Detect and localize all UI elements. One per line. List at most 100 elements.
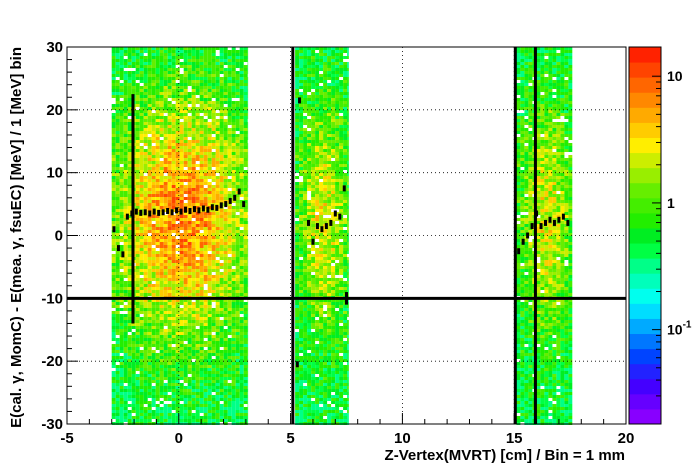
heatmap-cell (235, 155, 240, 158)
heatmap-cell (295, 152, 300, 155)
heatmap-cell (195, 311, 200, 314)
heatmap-cell (195, 263, 200, 266)
heatmap-cell (231, 65, 236, 68)
heatmap-cell (211, 140, 216, 143)
heatmap-cell (123, 194, 128, 197)
heatmap-cell (219, 311, 224, 314)
heatmap-cell (295, 128, 300, 131)
heatmap-cell (191, 89, 196, 92)
heatmap-cell (211, 104, 216, 107)
heatmap-cell (163, 308, 168, 311)
heatmap-cell (231, 305, 236, 308)
heatmap-cell (207, 368, 212, 371)
heatmap-cell (335, 101, 340, 104)
heatmap-cell (211, 119, 216, 122)
heatmap-cell (227, 257, 232, 260)
heatmap-cell (299, 92, 304, 95)
heatmap-cell (183, 275, 188, 278)
heatmap-cell (139, 56, 144, 59)
heatmap-cell (211, 344, 216, 347)
heatmap-cell (143, 215, 148, 218)
heatmap-cell (147, 245, 152, 248)
heatmap-cell (167, 332, 172, 335)
heatmap-cell (127, 65, 132, 68)
heatmap-cell (143, 368, 148, 371)
heatmap-cell (187, 134, 192, 137)
heatmap-cell (163, 407, 168, 410)
heatmap-cell (127, 290, 132, 293)
heatmap-cell (307, 164, 312, 167)
heatmap-cell (331, 71, 336, 74)
heatmap-cell (119, 383, 124, 386)
heatmap-cell (207, 149, 212, 152)
heatmap-cell (187, 65, 192, 68)
heatmap-cell (191, 131, 196, 134)
heatmap-cell (179, 245, 184, 248)
heatmap-cell (163, 164, 168, 167)
heatmap-cell (195, 305, 200, 308)
heatmap-cell (219, 371, 224, 374)
heatmap-cell (323, 203, 328, 206)
heatmap-cell (127, 419, 132, 422)
heatmap-cell (303, 107, 308, 110)
heatmap-cell (127, 92, 132, 95)
heatmap-cell (231, 119, 236, 122)
heatmap-cell (183, 101, 188, 104)
heatmap-cell (311, 50, 316, 53)
heatmap-cell (215, 266, 220, 269)
heatmap-cell (319, 59, 324, 62)
heatmap-cell (303, 212, 308, 215)
heatmap-cell (167, 83, 172, 86)
heatmap-cell (191, 314, 196, 317)
heatmap-cell (215, 362, 220, 365)
heatmap-cell (195, 377, 200, 380)
heatmap-cell (315, 113, 320, 116)
heatmap-cell (147, 104, 152, 107)
heatmap-cell (127, 101, 132, 104)
heatmap-cell (239, 131, 244, 134)
heatmap-cell (135, 143, 140, 146)
heatmap-cell (171, 239, 176, 242)
heatmap-cell (227, 266, 232, 269)
heatmap-cell (239, 149, 244, 152)
heatmap-cell (143, 419, 148, 422)
heatmap-cell (135, 401, 140, 404)
heatmap-cell (143, 347, 148, 350)
heatmap-cell (139, 122, 144, 125)
heatmap-cell (115, 350, 120, 353)
heatmap-cell (223, 323, 228, 326)
heatmap-cell (331, 170, 336, 173)
heatmap-cell (207, 62, 212, 65)
heatmap-cell (147, 389, 152, 392)
heatmap-cell (315, 62, 320, 65)
heatmap-cell (119, 167, 124, 170)
heatmap-cell (227, 215, 232, 218)
heatmap-cell (331, 77, 336, 80)
heatmap-cell (163, 56, 168, 59)
heatmap-cell (315, 95, 320, 98)
heatmap-cell (155, 302, 160, 305)
heatmap-cell (199, 50, 204, 53)
heatmap-cell (227, 251, 232, 254)
heatmap-cell (223, 191, 228, 194)
heatmap-cell (151, 224, 156, 227)
heatmap-cell (159, 113, 164, 116)
heatmap-cell (239, 278, 244, 281)
heatmap-cell (143, 416, 148, 419)
heatmap-cell (151, 74, 156, 77)
heatmap-cell (187, 401, 192, 404)
heatmap-cell (175, 335, 180, 338)
heatmap-cell (111, 317, 116, 320)
heatmap-cell (223, 113, 228, 116)
heatmap-cell (299, 137, 304, 140)
heatmap-cell (143, 350, 148, 353)
heatmap-cell (243, 392, 248, 395)
heatmap-cell (235, 113, 240, 116)
heatmap-cell (123, 188, 128, 191)
heatmap-cell (159, 215, 164, 218)
heatmap-cell (219, 155, 224, 158)
heatmap-cell (219, 380, 224, 383)
heatmap-cell (219, 314, 224, 317)
heatmap-cell (159, 59, 164, 62)
heatmap-cell (295, 146, 300, 149)
